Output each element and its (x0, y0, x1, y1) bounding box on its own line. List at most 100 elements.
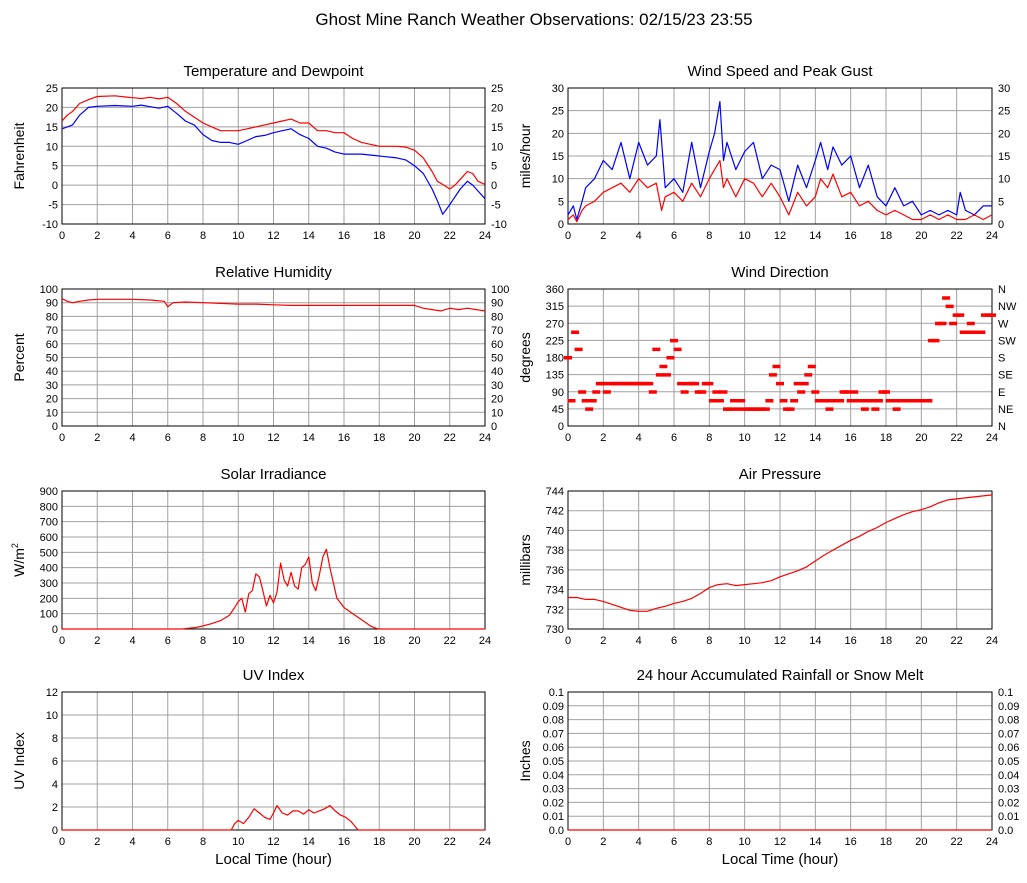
pressure-frame (567, 490, 993, 630)
pressure-series-air-pressure (568, 494, 993, 612)
uv-ytick-left: 4 (52, 779, 58, 791)
wind_direction-ytick-left: 225 (546, 335, 564, 347)
temperature-xtick: 0 (59, 230, 65, 242)
wind_speed-ytick-right: 25 (998, 106, 1010, 118)
humidity-ytick-right: 20 (491, 394, 503, 406)
wind_speed-xtick: 24 (986, 230, 998, 242)
temperature-ytick-right: -10 (491, 219, 507, 231)
humidity-ylabel: Percent (11, 333, 27, 381)
wind_speed-xtick: 22 (951, 230, 963, 242)
rain-xlabel: Local Time (hour) (722, 851, 839, 868)
wind_direction-point (602, 390, 611, 394)
uv-xtick: 16 (338, 836, 350, 848)
wind_direction-xtick: 24 (986, 432, 998, 444)
solar-ytick-left: 400 (40, 563, 58, 575)
wind_direction-point (821, 399, 830, 403)
wind_direction-ytick-left: 360 (546, 284, 564, 296)
solar-xtick: 20 (408, 635, 420, 647)
rain-ytick-right: 0.02 (998, 797, 1019, 809)
pressure-title: Air Pressure (739, 466, 822, 483)
temperature-ytick-left: 10 (46, 141, 58, 153)
wind_speed-ytick-left: 10 (552, 174, 564, 186)
rain-chart: 24 hour Accumulated Rainfall or Snow Mel… (517, 667, 1019, 868)
humidity-ytick-left: 0 (52, 421, 58, 433)
wind_direction-point (892, 407, 901, 411)
wind_direction-point (673, 347, 682, 352)
wind_direction-xtick: 4 (636, 432, 642, 444)
pressure-xtick: 2 (600, 635, 606, 647)
wind_direction-xtick: 6 (671, 432, 677, 444)
pressure-xtick: 8 (706, 635, 712, 647)
page-title: Ghost Mine Ranch Weather Observations: 0… (315, 10, 752, 29)
rain-ytick-right: 0.03 (998, 784, 1019, 796)
wind_direction-xtick: 22 (951, 432, 963, 444)
wind_direction-point (956, 313, 965, 317)
solar-frame (61, 490, 486, 630)
wind_direction-ytick-right: N (998, 421, 1006, 433)
uv-xtick: 12 (267, 836, 279, 848)
wind_direction-point (772, 364, 781, 369)
humidity-xtick: 16 (338, 432, 350, 444)
temperature-xtick: 24 (479, 230, 491, 242)
uv-xtick: 0 (59, 836, 65, 848)
solar-ytick-left: 200 (40, 593, 58, 605)
humidity-xtick: 2 (94, 432, 100, 444)
temperature-xtick: 18 (373, 230, 385, 242)
wind_direction-ytick-left: 135 (546, 370, 564, 382)
wind_speed-xtick: 18 (880, 230, 892, 242)
wind_direction-point (705, 381, 714, 386)
temperature-ytick-right: 20 (491, 102, 503, 114)
wind_direction-xtick: 8 (706, 432, 712, 444)
wind_direction-point (564, 356, 572, 360)
temperature-ytick-left: 5 (52, 161, 58, 173)
wind_direction-xtick: 14 (809, 432, 821, 444)
humidity-ytick-right: 10 (491, 407, 503, 419)
uv-xtick: 6 (165, 836, 171, 848)
wind_direction-ytick-left: 90 (552, 387, 564, 399)
wind_direction-point (733, 407, 742, 411)
uv-xtick: 22 (444, 836, 456, 848)
pressure-xtick: 4 (636, 635, 642, 647)
wind_direction-point (843, 390, 852, 394)
solar-xtick: 6 (165, 635, 171, 647)
rain-ytick-right: 0.09 (998, 701, 1019, 713)
solar-xtick: 0 (59, 635, 65, 647)
temperature-ytick-left: 15 (46, 122, 58, 134)
wind_direction-point (860, 407, 869, 411)
humidity-ytick-right: 30 (491, 380, 503, 392)
rain-xtick: 16 (845, 836, 857, 848)
wind_direction-point (945, 304, 954, 309)
temperature-xtick: 12 (267, 230, 279, 242)
pressure-ylabel: millibars (517, 534, 533, 585)
solar-ytick-left: 900 (40, 486, 58, 498)
rain-ytick-left: 0.08 (543, 715, 564, 727)
wind_direction-point (677, 381, 686, 386)
humidity-ytick-right: 60 (491, 339, 503, 351)
uv-xtick: 8 (200, 836, 206, 848)
pressure-xtick: 20 (915, 635, 927, 647)
rain-ytick-left: 0.01 (543, 811, 564, 823)
solar-xtick: 24 (479, 635, 491, 647)
temperature-ylabel: Fahrenheit (11, 122, 27, 189)
wind_speed-ytick-right: 15 (998, 151, 1010, 163)
humidity-ytick-right: 0 (491, 421, 497, 433)
wind_speed-xtick: 14 (809, 230, 821, 242)
uv-ytick-left: 2 (52, 802, 58, 814)
wind_direction-point (882, 390, 890, 394)
wind_direction-xtick: 18 (880, 432, 892, 444)
rain-ytick-right: 0.05 (998, 756, 1019, 768)
solar-ytick-left: 100 (40, 609, 58, 621)
temperature-ytick-right: 15 (491, 122, 503, 134)
wind_speed-ytick-right: 30 (998, 83, 1010, 95)
wind_direction-point (804, 373, 813, 377)
wind_direction-point (599, 381, 608, 386)
pressure-ytick-left: 740 (546, 525, 564, 537)
humidity-xtick: 24 (479, 432, 491, 444)
pressure-ytick-left: 732 (546, 604, 564, 616)
humidity-ytick-left: 50 (46, 353, 58, 365)
pressure-xtick: 12 (774, 635, 786, 647)
wind_direction-point (800, 381, 809, 386)
humidity-xtick: 18 (373, 432, 385, 444)
wind_direction-xtick: 20 (915, 432, 927, 444)
